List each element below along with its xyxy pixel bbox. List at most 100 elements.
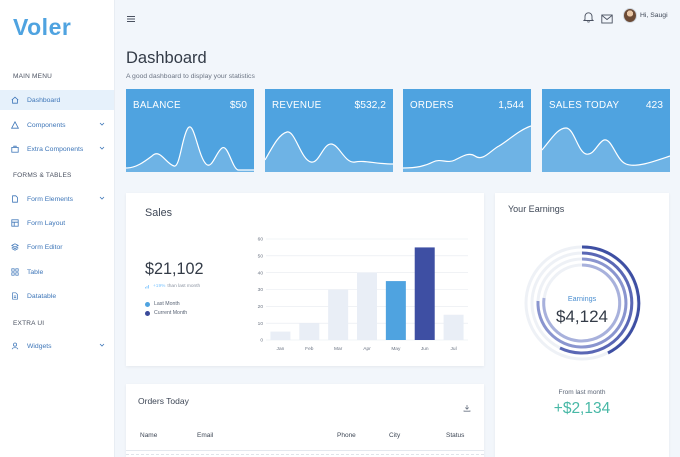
- stat-sparkline: [403, 125, 531, 172]
- page-subtitle: A good dashboard to display your statist…: [126, 73, 255, 80]
- x-tick-label: May: [391, 346, 401, 352]
- earnings-from-text: From last month: [558, 389, 606, 396]
- grid-icon: [11, 268, 19, 276]
- x-tick-label: Feb: [305, 346, 314, 352]
- x-tick-label: Apr: [363, 346, 371, 352]
- sidebar-item-table[interactable]: Table: [0, 262, 114, 282]
- bar-feb[interactable]: [299, 323, 320, 340]
- column-header-status[interactable]: Status: [446, 432, 465, 439]
- sidebar-item-extra-components[interactable]: Extra Components: [0, 139, 114, 159]
- earnings-label: Earnings: [567, 294, 597, 303]
- x-tick-label: Mar: [334, 346, 343, 352]
- column-header-email[interactable]: Email: [197, 432, 214, 439]
- layout-icon: [11, 219, 19, 227]
- sidebar-item-components[interactable]: Components: [0, 115, 114, 135]
- x-tick-label: Jul: [451, 346, 457, 352]
- sidebar-item-label: Table: [27, 268, 44, 276]
- orders-today-card: Orders Today Name Email Phone City Statu…: [126, 384, 484, 457]
- x-tick-label: Jun: [421, 346, 429, 352]
- user-icon: [11, 342, 19, 350]
- column-header-phone[interactable]: Phone: [337, 432, 356, 439]
- chevron-down-icon[interactable]: [99, 342, 105, 348]
- stat-value: 423: [645, 100, 663, 111]
- stat-label: ORDERS: [410, 100, 454, 111]
- triangle-icon: [11, 121, 19, 129]
- bar-jan[interactable]: [270, 331, 291, 340]
- table-header-divider: [126, 450, 484, 451]
- mail-icon[interactable]: [601, 11, 613, 24]
- y-tick-label: 60: [258, 237, 264, 243]
- stat-card-balance[interactable]: BALANCE $50: [126, 89, 254, 172]
- sidebar-item-dashboard[interactable]: Dashboard: [0, 90, 114, 110]
- sidebar-item-label: Form Elements: [27, 195, 74, 203]
- stat-value: 1,544: [498, 100, 524, 111]
- stat-card-revenue[interactable]: REVENUE $532,2: [265, 89, 393, 172]
- chevron-down-icon[interactable]: [99, 145, 105, 151]
- sidebar-item-label: Datatable: [27, 292, 57, 300]
- y-tick-label: 50: [258, 253, 264, 259]
- page-title: Dashboard: [126, 49, 207, 67]
- stat-label: SALES TODAY: [549, 100, 620, 111]
- bar-apr[interactable]: [357, 272, 377, 340]
- stat-label: REVENUE: [272, 100, 322, 111]
- legend-item-current-month: Current Month: [145, 310, 187, 316]
- earnings-radial-chart: [524, 245, 641, 361]
- column-header-city[interactable]: City: [389, 432, 401, 439]
- earnings-value: $4,124: [556, 307, 608, 326]
- file-text-icon: [11, 292, 19, 300]
- y-tick-label: 40: [258, 270, 264, 276]
- y-tick-label: 20: [258, 304, 264, 310]
- sidebar-item-form-editor[interactable]: Form Editor: [0, 237, 114, 257]
- sidebar-item-label: Form Layout: [27, 219, 66, 227]
- sales-card: Sales $21,102 +19% than last month Last …: [126, 193, 484, 366]
- bar-may[interactable]: [385, 281, 406, 340]
- section-title-extra-ui: EXTRA UI: [13, 320, 45, 327]
- x-tick-label: Jan: [277, 346, 285, 352]
- bar-mar[interactable]: [328, 289, 349, 341]
- sidebar-item-widgets[interactable]: Widgets: [0, 336, 114, 356]
- user-name[interactable]: Hi, Saugi: [640, 12, 668, 19]
- legend-label: Last Month: [154, 301, 180, 307]
- sidebar-item-label: Extra Components: [27, 145, 84, 153]
- legend-label: Current Month: [154, 310, 188, 316]
- sidebar-item-form-layout[interactable]: Form Layout: [0, 213, 114, 233]
- briefcase-icon: [11, 145, 19, 153]
- file-icon: [11, 195, 19, 203]
- sidebar-item-label: Dashboard: [27, 96, 61, 104]
- legend-dot: [145, 310, 150, 316]
- avatar[interactable]: [623, 8, 637, 23]
- trend-icon: [145, 284, 150, 289]
- bar-jul[interactable]: [443, 314, 464, 340]
- download-icon[interactable]: [463, 399, 471, 412]
- earnings-card: Your Earnings Earnings $4,124 From last …: [495, 193, 669, 457]
- stat-value: $532,2: [354, 100, 387, 111]
- chevron-down-icon[interactable]: [99, 121, 105, 127]
- hamburger-icon[interactable]: [126, 11, 136, 22]
- brand-logo[interactable]: Voler: [13, 14, 72, 40]
- sales-title: Sales: [145, 207, 173, 219]
- chevron-down-icon[interactable]: [99, 195, 105, 201]
- sidebar-item-datatable[interactable]: Datatable: [0, 286, 114, 306]
- earnings-title: Your Earnings: [508, 204, 565, 214]
- sidebar-item-form-elements[interactable]: Form Elements: [0, 189, 114, 209]
- table-row-divider: [126, 454, 484, 455]
- layers-icon: [11, 243, 19, 251]
- legend-item-last-month: Last Month: [145, 301, 180, 307]
- sidebar-item-label: Form Editor: [27, 243, 63, 251]
- column-header-name[interactable]: Name: [140, 432, 158, 439]
- section-title-main-menu: MAIN MENU: [13, 73, 52, 80]
- sidebar: Voler MAIN MENU Dashboard Components Ext…: [0, 0, 115, 457]
- orders-title: Orders Today: [138, 396, 189, 406]
- home-icon: [11, 96, 19, 104]
- bell-icon[interactable]: [582, 10, 595, 23]
- sales-compare: +19% than last month: [145, 284, 200, 289]
- section-title-forms-tables: FORMS & TABLES: [13, 172, 72, 179]
- stat-sparkline: [542, 127, 670, 172]
- stat-card-orders[interactable]: ORDERS 1,544: [403, 89, 531, 172]
- bar-jun[interactable]: [414, 247, 435, 340]
- stat-card-sales-today[interactable]: SALES TODAY 423: [542, 89, 670, 172]
- sidebar-item-label: Components: [27, 121, 66, 129]
- y-tick-label: 10: [258, 321, 264, 327]
- earnings-delta: +$2,134: [553, 400, 611, 417]
- legend-dot: [145, 301, 150, 307]
